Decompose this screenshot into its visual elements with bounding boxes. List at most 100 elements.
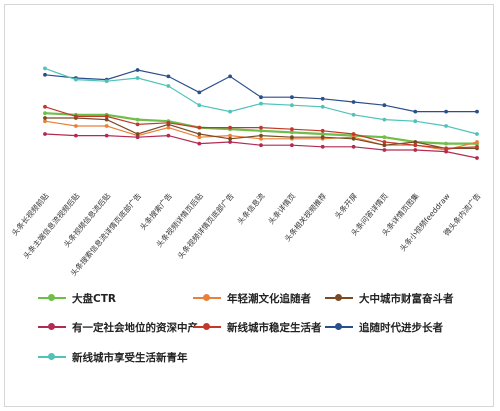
data-point [413, 143, 418, 148]
data-point [259, 128, 263, 133]
x-tick-label: 头条主端信息流视频后贴 [21, 190, 82, 260]
series-4 [43, 104, 479, 151]
data-point [135, 117, 140, 122]
x-tick-labels: 头条长视频前贴头条主端信息流视频后贴头条视频信息流后贴头条搜索信息流详情页底部广… [9, 190, 483, 277]
data-point [413, 119, 418, 124]
x-tick-label: 头条详情页 [266, 190, 298, 226]
data-point [290, 103, 294, 108]
data-point [166, 84, 171, 88]
data-point [43, 72, 47, 77]
data-point [228, 136, 233, 141]
data-point [320, 132, 325, 136]
data-point [475, 109, 479, 114]
data-point [382, 143, 387, 148]
data-point [444, 109, 448, 114]
data-point [320, 128, 325, 133]
data-point [228, 133, 233, 138]
data-point [228, 74, 233, 79]
legend-label: 追随时代进步长者 [359, 321, 443, 334]
legend-swatch-icon [38, 292, 66, 304]
data-point [382, 103, 387, 108]
legend-label: 有一定社会地位的资深中产 [72, 321, 198, 334]
data-point [135, 132, 140, 136]
legend-item: 追随时代进步长者 [325, 318, 443, 336]
data-point [351, 144, 356, 149]
series-5 [43, 68, 479, 114]
data-point [166, 125, 171, 130]
series-2 [43, 116, 479, 151]
data-point [259, 136, 263, 141]
legend-label: 新线城市享受生活新青年 [72, 351, 188, 364]
data-point [166, 120, 171, 125]
legend-item: 有一定社会地位的资深中产 [38, 318, 198, 336]
data-point [166, 133, 171, 138]
data-point [320, 135, 325, 140]
x-tick-label: 头条开屏 [332, 190, 359, 220]
data-point [320, 144, 325, 149]
data-point [197, 90, 202, 95]
data-point [43, 66, 47, 71]
data-point [413, 148, 418, 152]
data-point [74, 77, 78, 82]
legend-label: 年轻潮文化追随者 [227, 292, 311, 305]
data-point [74, 133, 78, 138]
data-point [43, 119, 47, 124]
legend-swatch-icon [193, 292, 221, 304]
data-point [475, 156, 479, 160]
data-point [43, 104, 47, 109]
data-point [444, 141, 448, 146]
data-point [475, 140, 479, 144]
data-point [290, 135, 294, 140]
data-point [74, 114, 78, 119]
data-point [259, 143, 263, 148]
data-point [43, 116, 47, 120]
data-point [228, 140, 233, 144]
data-point [135, 135, 140, 140]
legend-label: 新线城市稳定生活者 [227, 321, 322, 334]
x-tick-label: 头条视频详情页底部广告 [175, 190, 236, 260]
data-point [382, 140, 387, 144]
data-point [135, 68, 140, 72]
data-point [290, 127, 294, 132]
data-point [135, 76, 140, 80]
data-point [382, 135, 387, 140]
data-point [475, 132, 479, 136]
data-point [43, 132, 47, 136]
data-point [104, 79, 109, 84]
legend-item: 新线城市享受生活新青年 [38, 348, 188, 366]
data-point [351, 136, 356, 141]
data-point [197, 125, 202, 130]
data-point [259, 133, 263, 138]
legend-label: 大盘CTR [72, 292, 116, 305]
chart-frame [4, 4, 494, 407]
data-point [197, 103, 202, 108]
data-point [290, 95, 294, 100]
data-point [351, 132, 356, 136]
data-point [43, 111, 47, 116]
data-point [166, 74, 171, 79]
data-point [104, 133, 109, 138]
series-6 [43, 66, 479, 136]
data-point [382, 117, 387, 122]
series-3 [43, 132, 479, 160]
data-point [444, 146, 448, 151]
legend-swatch-icon [38, 321, 66, 333]
data-point [320, 104, 325, 109]
legend-label: 大中城市财富奋斗者 [359, 292, 454, 305]
data-point [444, 149, 448, 154]
data-point [228, 109, 233, 114]
legend-swatch-icon [325, 321, 353, 333]
data-point [351, 100, 356, 104]
legend-item: 大盘CTR [38, 289, 116, 307]
legend-swatch-icon [38, 351, 66, 363]
data-point [413, 140, 418, 144]
data-point [104, 117, 109, 122]
data-point [475, 144, 479, 149]
data-point [259, 125, 263, 130]
legend-swatch-icon [325, 292, 353, 304]
data-point [135, 122, 140, 127]
data-point [228, 125, 233, 130]
data-point [320, 96, 325, 101]
data-point [197, 132, 202, 136]
